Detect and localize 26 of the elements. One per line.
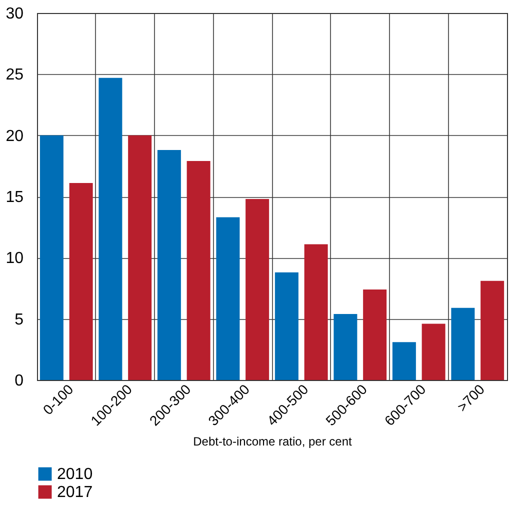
bar — [392, 342, 416, 380]
y-tick-label: 25 — [6, 66, 24, 84]
bar — [98, 78, 122, 380]
bar — [216, 217, 240, 380]
bar — [334, 314, 358, 380]
y-tick-label: 5 — [14, 311, 24, 328]
bar — [451, 308, 475, 380]
legend-label: 2010 — [57, 466, 93, 483]
bar — [40, 135, 64, 380]
bar — [363, 289, 387, 380]
bar — [422, 324, 446, 380]
y-tick-label: 15 — [6, 189, 24, 206]
bar — [274, 272, 298, 380]
bar — [157, 150, 181, 380]
bar — [304, 244, 328, 380]
bar — [186, 161, 210, 380]
bar — [69, 183, 93, 380]
y-tick-label: 0 — [14, 372, 24, 390]
y-tick-label: 10 — [6, 250, 24, 268]
y-tick-label: 30 — [6, 6, 24, 22]
x-axis-title: Debt-to-income ratio, per cent — [193, 434, 353, 449]
bar — [480, 280, 504, 380]
y-tick-label: 20 — [6, 128, 24, 145]
bar — [128, 135, 152, 380]
bar — [246, 198, 270, 380]
legend-label: 2017 — [57, 484, 93, 501]
